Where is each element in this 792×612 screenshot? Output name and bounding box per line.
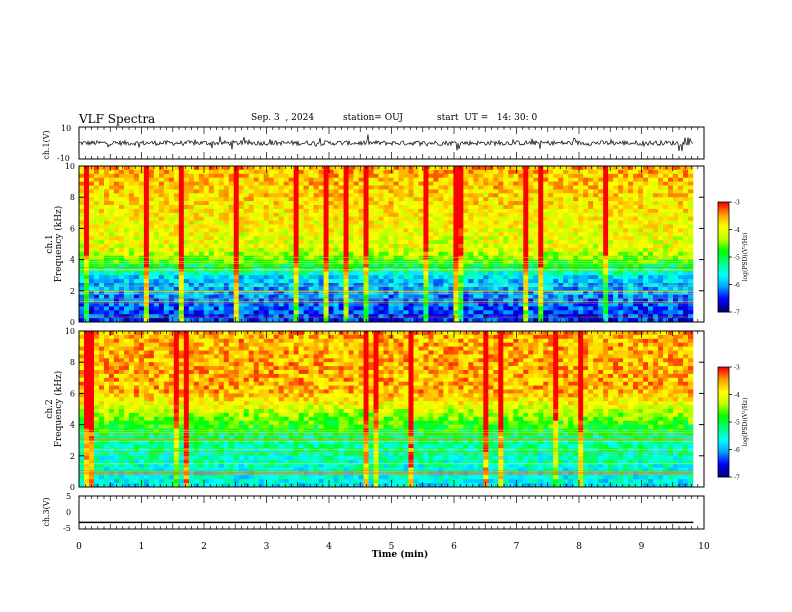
time-tick-marks [78,127,705,529]
x-tick-label: 1 [139,542,145,552]
x-tick-label: 0 [76,542,82,552]
x-tick-label: 10 [698,542,710,552]
x-tick-labels: 0 1 2 3 4 5 6 7 8 9 10 [76,542,710,552]
spec2-ytick-label: 10 [65,327,75,336]
ch2-ylabel-frequency: Frequency (kHz) [53,371,64,448]
x-tick-label: 3 [264,542,270,552]
ch3-ytick-mid: 0 [66,508,71,517]
start-ut-label: start UT = 14: 30: 0 [437,113,538,123]
x-tick-label: 9 [639,542,645,552]
x-tick-label: 2 [201,542,207,552]
colorbar-tick-label: -3 [734,365,740,372]
x-tick-label: 7 [514,542,520,552]
ch2-colorbar: -3 -4 -5 -6 -7 log(PSD)(V²/Hz) [717,365,749,482]
colorbar-tick-label: -5 [734,420,740,427]
spec2-ytick-label: 2 [70,452,75,461]
ch3-ylabel: ch.3(V) [42,497,51,526]
x-tick-label: 5 [389,542,395,552]
colorbar-label: log(PSD)(V²/Hz) [742,233,749,282]
ch1-colorbar: -3 -4 -5 -6 -7 log(PSD)(V²/Hz) [717,200,749,317]
x-tick-label: 8 [576,542,582,552]
spec1-ytick-label: 6 [70,224,75,233]
spec2-ytick-label: 0 [70,483,75,492]
date-label: Sep. 3 , 2024 [251,113,315,123]
ch1-ylabel-channel: ch.1 [45,234,55,253]
ch3-ytick-top: 5 [66,492,71,501]
x-tick-label: 6 [451,542,457,552]
x-axis-label: Time (min) [372,549,429,560]
colorbar-tick-label: -4 [734,392,740,399]
ch1-spectrogram-image [79,166,694,323]
ch1-ytick-bottom: -10 [57,154,70,163]
colorbar-tick-label: -5 [734,255,740,262]
ch1-ytick-top: 10 [61,124,71,133]
ch1-ylabel-frequency: Frequency (kHz) [53,206,64,283]
spec2-ytick-label: 6 [70,389,75,398]
colorbar-label: log(PSD)(V²/Hz) [742,398,749,447]
spec2-ytick-label: 8 [70,358,75,367]
station-label: station= OUJ [343,113,404,123]
colorbar-tick-label: -4 [734,227,740,234]
spec1-ytick-label: 10 [65,162,75,171]
ch3-ytick-bottom: -5 [63,524,71,533]
spec1-ytick-label: 8 [70,193,75,202]
colorbar-tick-label: -6 [734,447,740,454]
spec1-ytick-label: 4 [70,256,75,265]
x-tick-label: 4 [326,542,332,552]
spec1-ytick-label: 2 [70,287,75,296]
ch1-waveform-line [78,134,694,152]
figure-title: VLF Spectra [79,112,156,126]
ch1-spectrogram-panel: 0 2 4 6 8 10 ch.1 Frequency (kHz) -3 -4 -5 -6 -7 l… [45,162,749,327]
spec1-ytick-label: 0 [70,318,75,327]
spec2-ytick-label: 4 [70,421,75,430]
colorbar-tick-label: -7 [734,310,740,317]
colorbar-tick-label: -6 [734,282,740,289]
ch1-ylabel: ch.1(V) [42,130,51,159]
ch2-spectrogram-panel: 0 2 4 6 8 10 ch.2 Frequency (kHz) -3 -4 -5 -6 -7 l… [45,327,749,492]
ch2-ylabel-channel: ch.2 [45,399,55,418]
ch2-spectrogram-image [79,331,694,488]
colorbar-tick-label: -3 [734,200,740,207]
colorbar-tick-label: -7 [734,475,740,482]
